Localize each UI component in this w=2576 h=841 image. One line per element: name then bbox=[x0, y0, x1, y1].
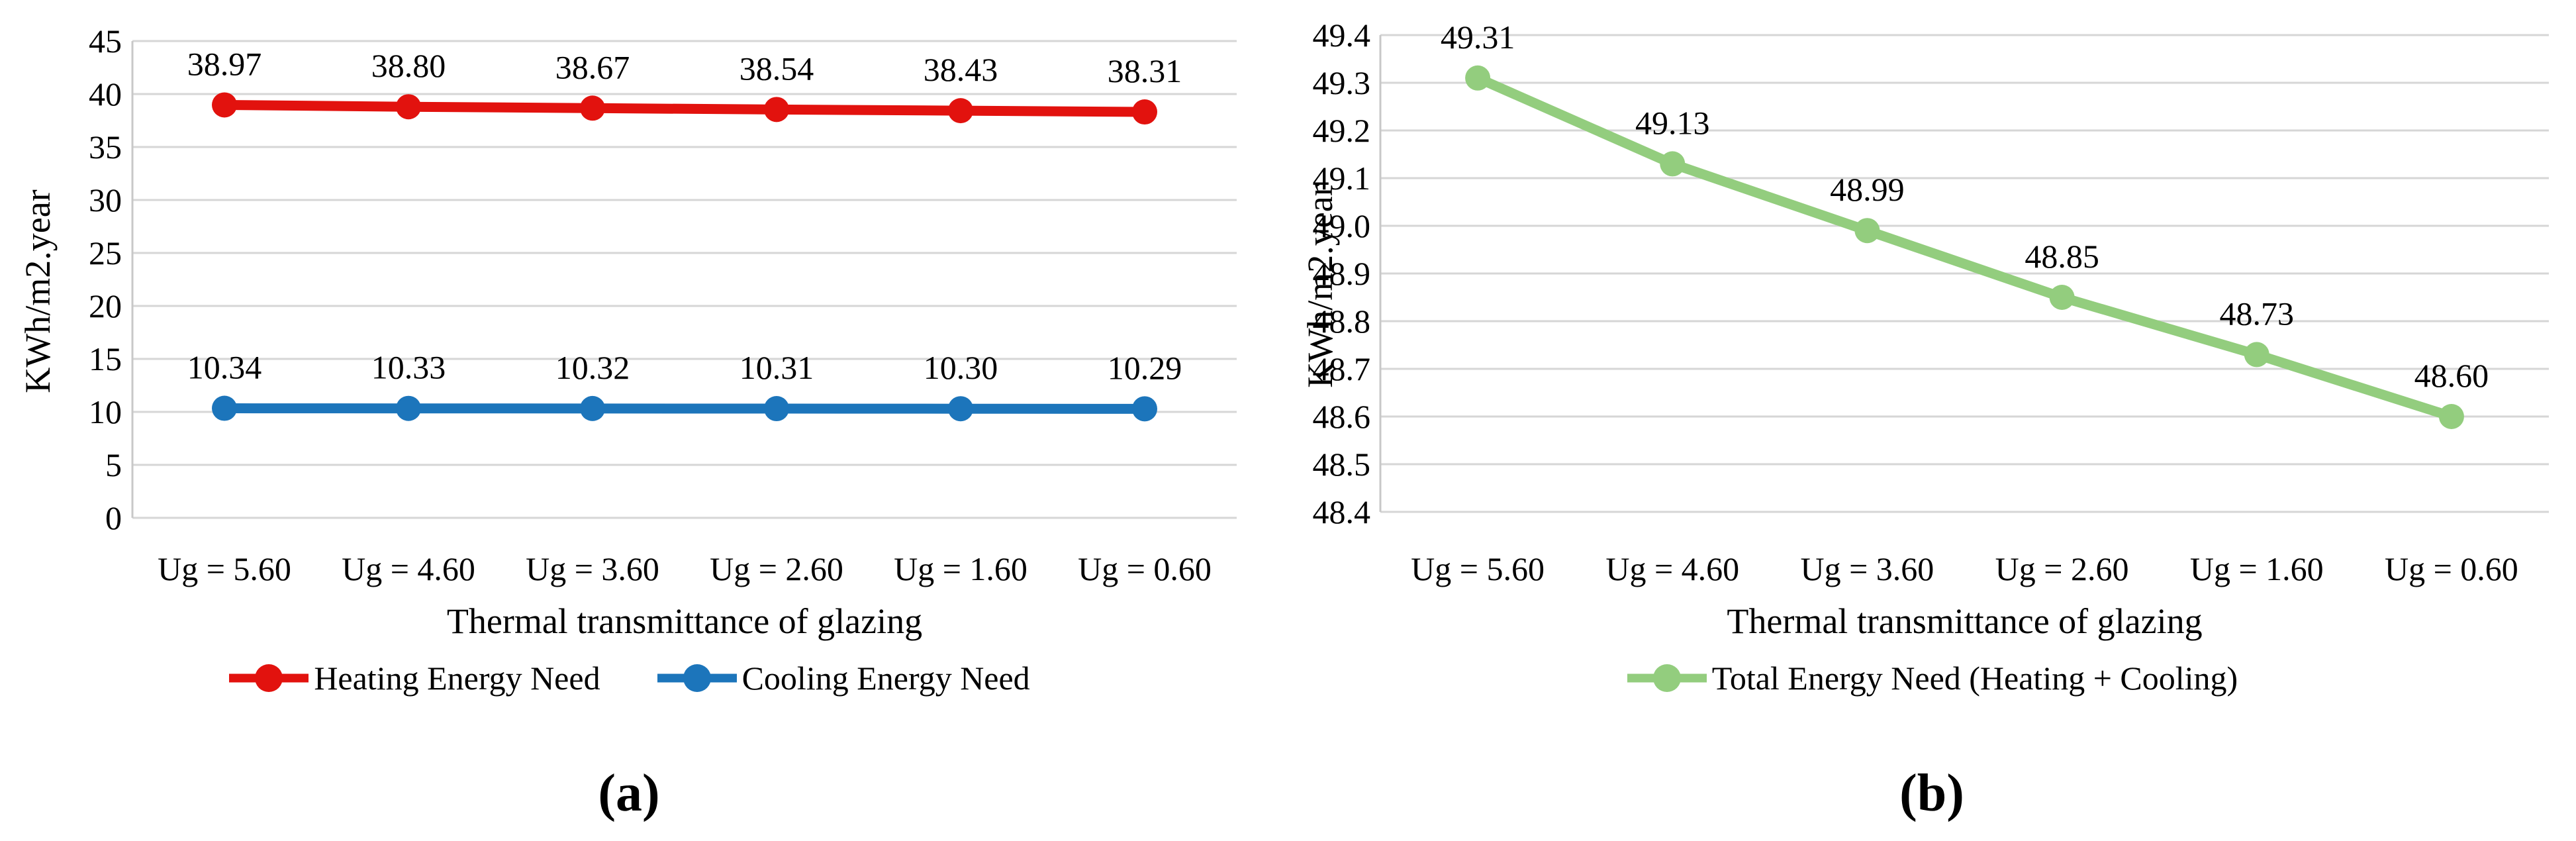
data-label: 38.54 bbox=[739, 50, 814, 87]
data-point-marker bbox=[580, 95, 605, 121]
data-point-marker bbox=[1465, 65, 1491, 91]
data-label: 38.80 bbox=[371, 47, 446, 84]
x-tick-label: Ug = 1.60 bbox=[894, 550, 1027, 587]
y-tick-label: 0 bbox=[105, 499, 122, 536]
data-point-marker bbox=[948, 98, 973, 124]
series-line bbox=[224, 99, 1145, 117]
y-tick-label: 10 bbox=[89, 393, 122, 430]
plot-area-b: 49.4 49.3 49.2 49.1 49.0 48.9 48.8 48.7 48.6 48.5… bbox=[1313, 17, 2549, 587]
y-tick-label: 49.3 bbox=[1313, 64, 1371, 101]
data-label: 10.29 bbox=[1108, 349, 1182, 386]
x-tick-label: Ug = 4.60 bbox=[1605, 550, 1739, 587]
y-tick-label: 49.4 bbox=[1313, 17, 1371, 54]
data-point-marker bbox=[212, 395, 237, 421]
legend-item: Heating Energy Need bbox=[228, 659, 600, 697]
y-tick-label: 49.0 bbox=[1313, 207, 1371, 244]
y-tick-label: 48.8 bbox=[1313, 303, 1371, 340]
x-tick-label: Ug = 0.60 bbox=[1078, 550, 1212, 587]
y-tick-label: 5 bbox=[105, 446, 122, 483]
legend-dot bbox=[255, 664, 283, 692]
legend-dot bbox=[1652, 664, 1681, 692]
y-tick-label: 35 bbox=[89, 128, 122, 166]
data-label: 10.30 bbox=[924, 349, 998, 386]
data-point-marker bbox=[764, 97, 789, 123]
y-tick-label: 48.6 bbox=[1313, 398, 1371, 435]
x-tick-label: Ug = 3.60 bbox=[526, 550, 659, 587]
data-label: 38.67 bbox=[555, 48, 630, 85]
x-tick-label: Ug = 2.60 bbox=[1995, 550, 2129, 587]
data-point-marker bbox=[2049, 285, 2075, 310]
x-tick-label: Ug = 0.60 bbox=[2385, 550, 2518, 587]
caption-b: (b) bbox=[1899, 764, 1964, 822]
data-label: 48.73 bbox=[2220, 295, 2295, 332]
x-tick-label: Ug = 1.60 bbox=[2190, 550, 2324, 587]
y-tick-label: 49.1 bbox=[1313, 160, 1371, 197]
data-point-marker bbox=[764, 396, 789, 422]
y-tick-label: 30 bbox=[89, 181, 122, 219]
x-tick-label: Ug = 2.60 bbox=[710, 550, 843, 587]
data-label: 48.85 bbox=[2025, 238, 2099, 275]
legend-label: Heating Energy Need bbox=[314, 660, 600, 697]
legend-marker-icon bbox=[1627, 664, 1707, 692]
data-point-marker bbox=[1132, 99, 1157, 125]
data-point-marker bbox=[1132, 396, 1157, 422]
x-tick-label: Ug = 3.60 bbox=[1801, 550, 1934, 587]
y-tick-label: 25 bbox=[89, 234, 122, 272]
legend-dot bbox=[683, 664, 711, 692]
data-point-marker bbox=[1854, 218, 1880, 244]
legend-a: Heating Energy Need Cooling Energy Need bbox=[0, 653, 1258, 703]
x-tick-label: Ug = 4.60 bbox=[342, 550, 475, 587]
y-tick-label: 20 bbox=[89, 287, 122, 324]
data-point-marker bbox=[396, 395, 421, 421]
y-tick-label: 49.2 bbox=[1313, 112, 1371, 149]
y-tick-label: 15 bbox=[89, 340, 122, 377]
data-label: 49.13 bbox=[1635, 104, 1710, 141]
chart-a: KWh/m2.year 45 40 35 30 25 20 15 10 5 0 Ug = 5.60 U… bbox=[0, 23, 1258, 822]
y-tick-label: 48.9 bbox=[1313, 255, 1371, 292]
y-tick-label: 48.4 bbox=[1313, 493, 1371, 530]
data-label: 49.31 bbox=[1441, 19, 1515, 56]
y-tick-label: 45 bbox=[89, 23, 122, 60]
chart-b: KWh/m2.year 49.4 49.3 49.2 49.1 49.0 48.9 48.8… bbox=[1288, 0, 2576, 841]
data-label: 10.34 bbox=[187, 349, 262, 386]
x-axis-title-b: Thermal transmittance of glazing bbox=[1727, 601, 2203, 641]
data-label: 38.43 bbox=[924, 51, 998, 88]
legend-b: Total Energy Need (Heating + Cooling) bbox=[1288, 653, 2575, 703]
legend-item: Cooling Energy Need bbox=[656, 659, 1030, 697]
legend-item: Total Energy Need (Heating + Cooling) bbox=[1626, 659, 2238, 697]
x-tick-label: Ug = 5.60 bbox=[158, 550, 291, 587]
data-point-marker bbox=[2438, 404, 2464, 429]
data-point-marker bbox=[2244, 342, 2269, 368]
data-label: 48.99 bbox=[1830, 171, 1905, 208]
data-point-marker bbox=[212, 92, 237, 118]
y-tick-label: 48.5 bbox=[1313, 446, 1371, 483]
data-point-marker bbox=[580, 395, 605, 421]
data-label: 10.33 bbox=[371, 349, 446, 386]
data-label: 38.97 bbox=[187, 45, 262, 82]
x-axis-title-a: Thermal transmittance of glazing bbox=[446, 601, 923, 641]
data-point-marker bbox=[396, 94, 421, 120]
data-label: 10.31 bbox=[739, 349, 814, 386]
legend-marker-icon bbox=[229, 664, 309, 692]
plot-area-a: 45 40 35 30 25 20 15 10 5 0 Ug = 5.60 Ug = 4.60 Ug =… bbox=[89, 23, 1237, 587]
data-point-marker bbox=[1660, 151, 1686, 177]
y-tick-label: 40 bbox=[89, 75, 122, 113]
legend-label: Cooling Energy Need bbox=[741, 660, 1030, 697]
legend-label: Total Energy Need (Heating + Cooling) bbox=[1711, 660, 2238, 697]
series-line bbox=[1476, 73, 2454, 422]
y-tick-label: 48.7 bbox=[1313, 350, 1371, 387]
data-label: 38.31 bbox=[1108, 52, 1182, 89]
data-label: 48.60 bbox=[2414, 357, 2489, 394]
data-point-marker bbox=[948, 396, 973, 422]
legend-marker-icon bbox=[657, 664, 737, 692]
x-tick-label: Ug = 5.60 bbox=[1411, 550, 1545, 587]
data-label: 10.32 bbox=[555, 349, 630, 386]
caption-a: (a) bbox=[598, 764, 660, 822]
